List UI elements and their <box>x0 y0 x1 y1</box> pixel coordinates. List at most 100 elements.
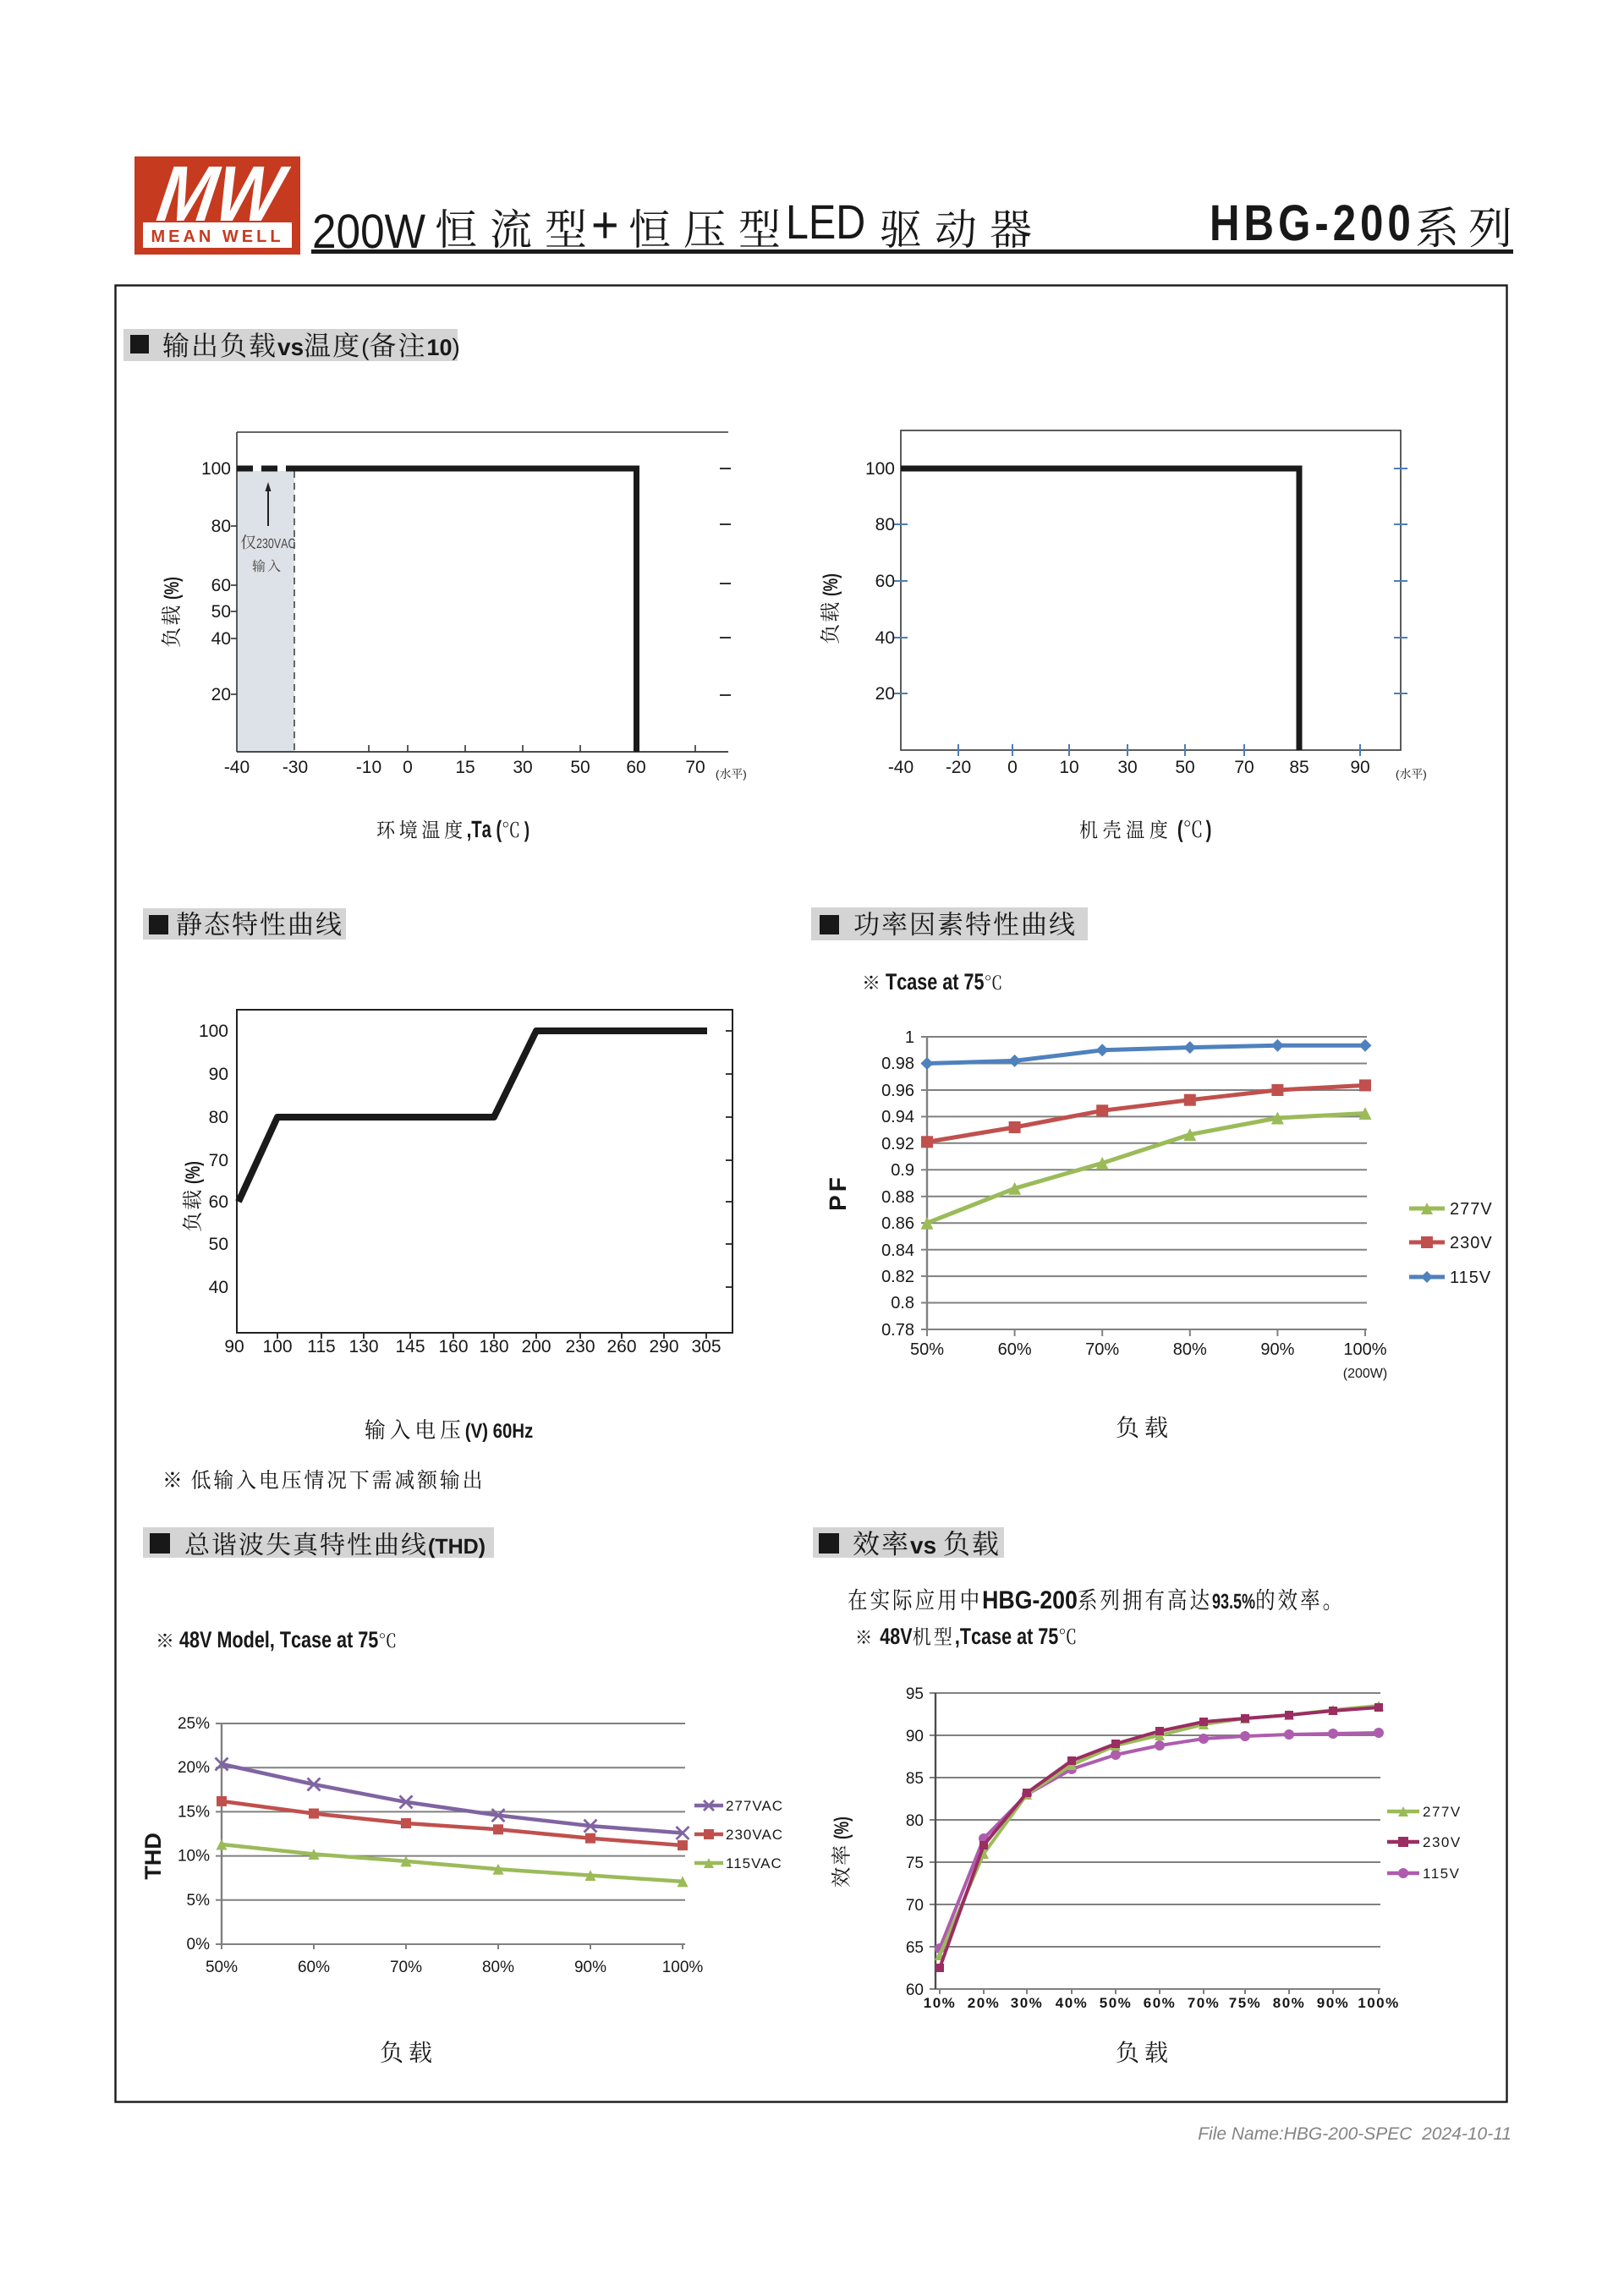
svg-text:0.8: 0.8 <box>891 1294 914 1312</box>
svg-text:85: 85 <box>1289 758 1309 777</box>
svg-text:230VAC: 230VAC <box>726 1827 783 1843</box>
svg-text:0: 0 <box>403 758 413 777</box>
svg-text:115VAC: 115VAC <box>726 1855 782 1871</box>
svg-text:50%: 50% <box>1100 1995 1133 2011</box>
svg-text:60: 60 <box>211 576 231 595</box>
svg-text:80: 80 <box>875 515 895 534</box>
svg-text:0.78: 0.78 <box>881 1321 914 1340</box>
svg-text:100: 100 <box>201 459 231 479</box>
svg-text:30%: 30% <box>1011 1995 1044 2011</box>
svg-text:70%: 70% <box>1188 1995 1221 2011</box>
svg-text:(200W): (200W) <box>1343 1367 1387 1381</box>
svg-text:260: 260 <box>606 1337 636 1356</box>
svg-text:0.88: 0.88 <box>881 1188 914 1207</box>
svg-text:50%: 50% <box>910 1340 944 1359</box>
svg-text:60: 60 <box>626 758 645 777</box>
svg-text:100%: 100% <box>1343 1340 1386 1359</box>
svg-text:15%: 15% <box>178 1803 210 1821</box>
svg-text:80%: 80% <box>1273 1995 1306 2011</box>
svg-text:-40: -40 <box>224 758 250 777</box>
svg-text:100%: 100% <box>662 1959 704 1976</box>
svg-text:25%: 25% <box>178 1715 210 1733</box>
svg-text:40: 40 <box>209 1278 228 1297</box>
svg-text:85: 85 <box>906 1770 924 1788</box>
svg-text:70: 70 <box>1234 758 1254 777</box>
svg-text:40: 40 <box>875 628 895 648</box>
svg-text:40: 40 <box>211 629 231 649</box>
svg-text:75: 75 <box>906 1855 924 1872</box>
svg-text:50: 50 <box>1175 758 1194 777</box>
svg-text:100: 100 <box>262 1337 292 1356</box>
svg-text:0.96: 0.96 <box>881 1082 914 1100</box>
svg-text:90%: 90% <box>1317 1995 1350 2011</box>
svg-text:50: 50 <box>209 1235 228 1254</box>
svg-text:75%: 75% <box>1229 1995 1262 2011</box>
svg-text:5%: 5% <box>187 1892 211 1910</box>
svg-text:60: 60 <box>209 1192 228 1212</box>
svg-text:115: 115 <box>307 1337 335 1356</box>
svg-text:0.86: 0.86 <box>881 1214 914 1233</box>
svg-text:10: 10 <box>1059 758 1078 777</box>
svg-text:290: 290 <box>649 1337 678 1356</box>
svg-text:145: 145 <box>395 1337 425 1356</box>
svg-text:230: 230 <box>565 1337 595 1356</box>
svg-text:70: 70 <box>209 1151 228 1170</box>
svg-text:-40: -40 <box>888 758 914 777</box>
svg-text:70%: 70% <box>1085 1340 1119 1359</box>
svg-text:90: 90 <box>209 1065 228 1084</box>
svg-text:70%: 70% <box>390 1959 422 1976</box>
svg-text:10%: 10% <box>924 1995 957 2011</box>
svg-text:60%: 60% <box>298 1959 330 1976</box>
svg-text:-20: -20 <box>946 758 971 777</box>
svg-text:130: 130 <box>348 1337 378 1356</box>
svg-text:277VAC: 277VAC <box>726 1798 783 1814</box>
svg-text:0.92: 0.92 <box>881 1135 914 1153</box>
svg-text:50: 50 <box>570 758 590 777</box>
svg-text:90: 90 <box>1350 758 1369 777</box>
svg-text:230V: 230V <box>1450 1234 1493 1252</box>
svg-text:0.9: 0.9 <box>891 1161 914 1180</box>
svg-text:80: 80 <box>906 1812 924 1830</box>
svg-text:0.98: 0.98 <box>881 1055 914 1073</box>
svg-text:115V: 115V <box>1423 1866 1460 1882</box>
svg-text:0.94: 0.94 <box>881 1108 914 1126</box>
svg-text:-30: -30 <box>283 758 308 777</box>
svg-text:100%: 100% <box>1358 1995 1399 2011</box>
svg-text:200: 200 <box>521 1337 551 1356</box>
svg-text:50: 50 <box>211 602 231 622</box>
svg-text:80: 80 <box>211 517 231 536</box>
svg-text:30: 30 <box>513 758 532 777</box>
svg-text:15: 15 <box>455 758 475 777</box>
svg-text:20%: 20% <box>178 1759 210 1777</box>
svg-text:20: 20 <box>211 685 231 704</box>
svg-text:60%: 60% <box>998 1340 1032 1359</box>
svg-text:230V: 230V <box>1423 1834 1462 1850</box>
svg-text:100: 100 <box>199 1022 228 1041</box>
svg-text:40%: 40% <box>1056 1995 1089 2011</box>
svg-text:277V: 277V <box>1423 1804 1462 1820</box>
svg-text:0: 0 <box>1007 758 1018 777</box>
svg-text:0.82: 0.82 <box>881 1268 914 1286</box>
svg-text:20%: 20% <box>968 1995 1001 2011</box>
svg-text:60%: 60% <box>1144 1995 1177 2011</box>
svg-text:115V: 115V <box>1450 1269 1491 1287</box>
svg-text:60: 60 <box>875 572 895 591</box>
svg-text:0.84: 0.84 <box>881 1241 914 1260</box>
svg-text:20: 20 <box>875 684 895 704</box>
svg-text:180: 180 <box>479 1337 508 1356</box>
svg-text:65: 65 <box>906 1939 924 1957</box>
svg-text:95: 95 <box>906 1685 924 1703</box>
svg-text:305: 305 <box>691 1337 721 1356</box>
svg-text:File Name:HBG-200-SPEC 2024-1: File Name:HBG-200-SPEC 2024-10-11 <box>1198 2124 1512 2144</box>
svg-text:160: 160 <box>438 1337 468 1356</box>
svg-text:50%: 50% <box>206 1959 238 1976</box>
svg-text:10%: 10% <box>178 1848 210 1866</box>
svg-text:-10: -10 <box>356 758 381 777</box>
svg-text:MEAN WELL: MEAN WELL <box>151 227 283 246</box>
svg-text:80: 80 <box>209 1108 228 1127</box>
svg-text:80%: 80% <box>1173 1340 1207 1359</box>
svg-text:277V: 277V <box>1450 1200 1493 1219</box>
svg-text:60: 60 <box>906 1981 924 1999</box>
svg-text:70: 70 <box>685 758 705 777</box>
svg-text:70: 70 <box>906 1897 924 1915</box>
